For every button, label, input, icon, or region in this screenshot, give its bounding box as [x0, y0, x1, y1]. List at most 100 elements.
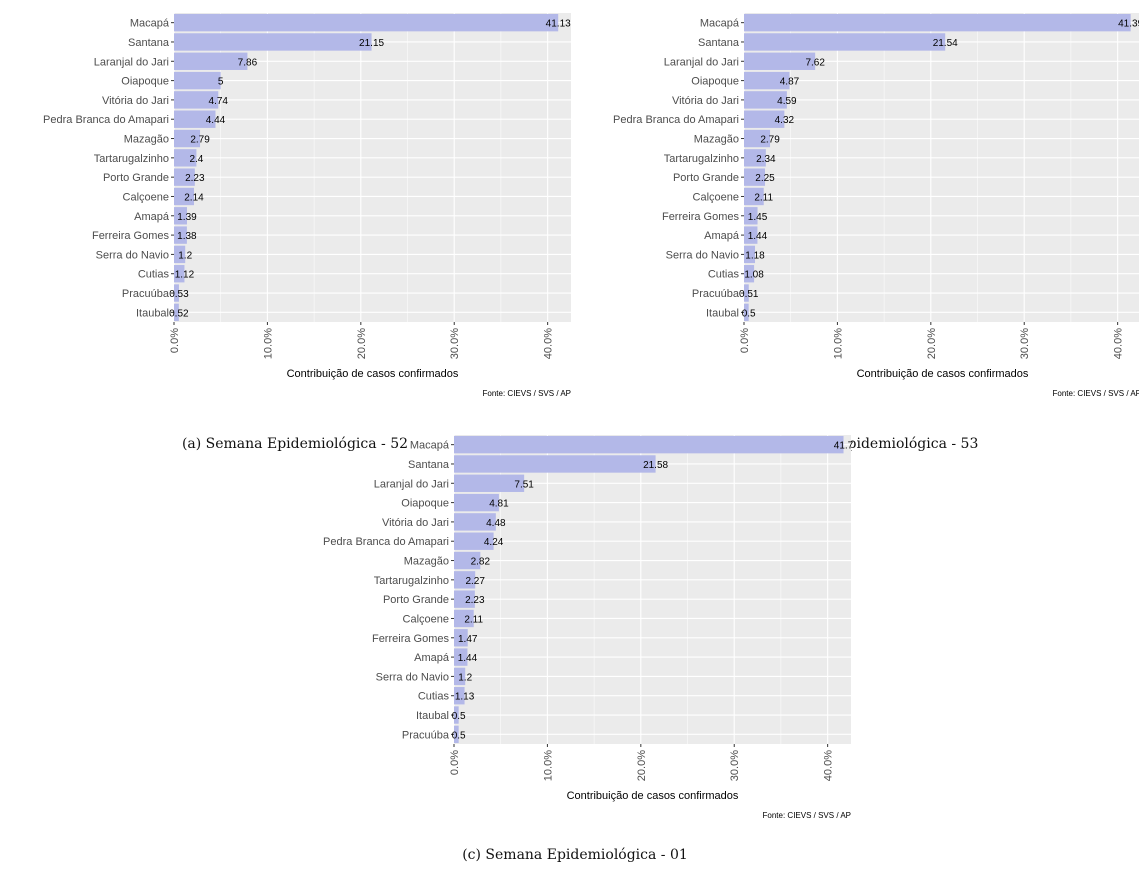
chart-panel-a: 0.0% 10.0% 20.0% 30.0% 40.0% Macapá 41.13 Santa… — [0, 0, 580, 402]
category-label: Serra do Navio — [376, 671, 449, 683]
category-label: Pracuúba — [402, 729, 450, 741]
category-label: Macapá — [700, 18, 740, 30]
bar — [744, 52, 816, 70]
bar — [744, 149, 766, 167]
category-label: Santana — [698, 37, 740, 49]
data-label: 4.48 — [486, 518, 506, 529]
bar-chart-a: 0.0% 10.0% 20.0% 30.0% 40.0% Macapá 41.13 Santa… — [43, 13, 571, 398]
data-label: 1.38 — [177, 231, 197, 242]
category-label: Amapá — [414, 652, 450, 664]
bar — [744, 187, 764, 206]
data-label: 2.27 — [465, 576, 485, 587]
category-label: Pedra Branca do Amapari — [43, 114, 169, 126]
bar — [174, 207, 187, 225]
bar — [454, 706, 459, 724]
bar — [744, 284, 749, 302]
bar — [454, 493, 499, 512]
data-label: 4.81 — [489, 499, 509, 510]
bar — [744, 13, 1131, 32]
bar — [454, 590, 475, 608]
bar — [174, 149, 197, 167]
bar — [174, 91, 219, 109]
source-note: Fonte: CIEVS / SVS / AP — [1053, 389, 1139, 398]
data-label: 2.82 — [471, 557, 491, 568]
bar — [454, 609, 474, 628]
data-label: 4.24 — [484, 537, 504, 548]
x-tick-label: 40.0% — [543, 328, 555, 359]
bar — [744, 33, 946, 51]
category-label: Itaubal — [136, 307, 169, 319]
bar — [174, 129, 201, 148]
category-label: Mazagão — [694, 134, 739, 146]
bar — [454, 629, 468, 647]
bar — [174, 187, 194, 206]
chart-panel-c: 0.0% 10.0% 20.0% 30.0% 40.0% Macapá 41.7 Santan… — [280, 422, 860, 824]
data-label: 1.44 — [458, 653, 478, 664]
bar — [174, 52, 248, 70]
data-label: 2.79 — [190, 135, 210, 146]
data-label: 1.13 — [455, 692, 475, 703]
category-label: Cutias — [418, 691, 450, 703]
caption-a: (a) Semana Epidemiológica - 52 — [181, 436, 409, 452]
data-label: 41.13 — [546, 19, 571, 30]
data-label: 41.7 — [834, 441, 854, 452]
category-label: Oiapoque — [691, 76, 739, 88]
bar — [454, 571, 476, 589]
data-label: 2.25 — [755, 173, 775, 184]
category-label: Itaubal — [706, 307, 739, 319]
data-label: 2.79 — [760, 135, 780, 146]
data-label: 2.23 — [185, 173, 205, 184]
category-label: Calçoene — [123, 191, 169, 203]
data-label: 7.86 — [238, 57, 258, 68]
bar — [744, 129, 771, 148]
data-label: 5 — [218, 77, 224, 88]
category-label: Santana — [128, 37, 170, 49]
category-label: Tartarugalzinho — [374, 575, 449, 587]
data-label: 0.5 — [452, 730, 466, 741]
bar — [174, 265, 185, 283]
bar — [454, 648, 468, 666]
data-label: 21.54 — [933, 38, 958, 49]
data-label: 1.44 — [748, 231, 768, 242]
bar — [744, 71, 790, 90]
bar — [454, 667, 466, 686]
category-label: Santana — [408, 459, 450, 471]
category-label: Pedra Branca do Amapari — [323, 536, 449, 548]
data-label: 21.15 — [359, 38, 384, 49]
x-tick-label: 10.0% — [542, 750, 554, 781]
category-label: Itaubal — [416, 710, 449, 722]
data-label: 1.39 — [177, 212, 197, 223]
x-axis-title: Contribuição de casos confirmados — [287, 368, 459, 380]
data-label: 1.2 — [178, 250, 192, 261]
bar-chart-c: 0.0% 10.0% 20.0% 30.0% 40.0% Macapá 41.7 Santan… — [323, 435, 854, 820]
bar — [174, 13, 559, 32]
x-tick-label: 20.0% — [926, 328, 938, 359]
category-label: Pracuúba — [692, 288, 740, 300]
bar — [454, 455, 656, 473]
data-label: 0.5 — [452, 711, 466, 722]
data-label: 2.4 — [189, 154, 203, 165]
bar — [744, 168, 766, 186]
data-label: 2.34 — [756, 154, 776, 165]
category-label: Ferreira Gomes — [372, 633, 450, 645]
data-label: 7.62 — [805, 57, 825, 68]
bar — [744, 245, 756, 264]
bar — [744, 207, 758, 225]
x-tick-label: 10.0% — [832, 328, 844, 359]
x-axis-title: Contribuição de casos confirmados — [857, 368, 1029, 380]
source-note: Fonte: CIEVS / SVS / AP — [763, 811, 851, 820]
category-label: Pracuúba — [122, 288, 170, 300]
category-label: Porto Grande — [673, 172, 739, 184]
chart-panel-b: 0.0% 10.0% 20.0% 30.0% 40.0% Macapá 41.39 Santa… — [570, 0, 1139, 402]
bar — [744, 226, 758, 244]
data-label: 4.59 — [777, 96, 797, 107]
category-label: Pedra Branca do Amapari — [613, 114, 739, 126]
bar — [454, 532, 494, 550]
category-label: Laranjal do Jari — [374, 478, 449, 490]
data-label: 0.52 — [169, 308, 189, 319]
x-tick-label: 0.0% — [449, 750, 461, 775]
bar — [454, 513, 496, 531]
bar — [174, 245, 186, 264]
category-label: Laranjal do Jari — [94, 56, 169, 68]
bar — [454, 474, 525, 492]
